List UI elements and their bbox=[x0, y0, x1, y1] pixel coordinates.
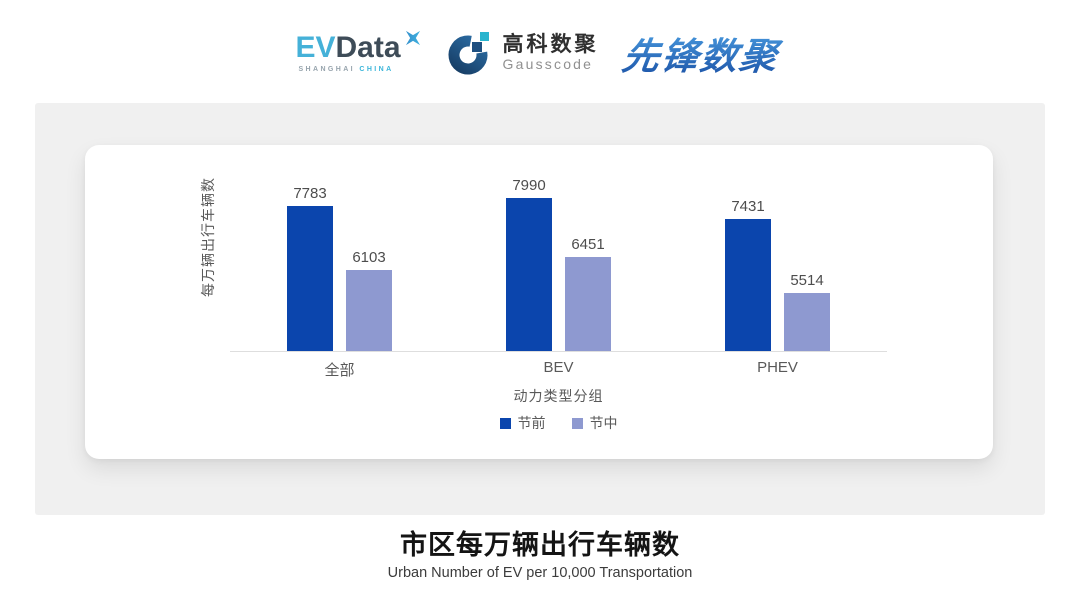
caption-subtitle: Urban Number of EV per 10,000 Transporta… bbox=[387, 565, 693, 582]
bar-value-label: 6451 bbox=[571, 236, 605, 253]
legend-item: 节前 bbox=[499, 415, 546, 431]
y-axis-label: 每万辆出行车辆数 bbox=[200, 177, 216, 297]
gausscode-en-text: Gausscode bbox=[502, 56, 594, 73]
bar bbox=[506, 198, 552, 351]
evdata-tagline-china: CHINA bbox=[359, 66, 394, 73]
bar bbox=[784, 293, 830, 351]
x-tick-label: 全部 bbox=[324, 362, 355, 379]
plot-area: 7783 6103 7990 6451 7431 5514 bbox=[230, 145, 887, 352]
bar-group: 7990 6451 bbox=[449, 145, 668, 351]
evdata-tagline-shanghai: SHANGHAI bbox=[298, 66, 356, 73]
xianfeng-logo: 先锋数聚 bbox=[619, 26, 789, 80]
gausscode-g-mark-icon bbox=[448, 32, 489, 75]
bar bbox=[346, 270, 392, 351]
bar-value-label: 7431 bbox=[731, 198, 765, 215]
header-logos: EV Data SHANGHAI CHINA bbox=[0, 20, 1080, 86]
gausscode-text: 高科数聚 Gausscode bbox=[503, 33, 599, 73]
bar-with-label: 7431 bbox=[725, 199, 771, 351]
bar-with-label: 5514 bbox=[784, 273, 830, 351]
bar-group: 7783 6103 bbox=[230, 145, 449, 351]
bar bbox=[565, 257, 611, 351]
bar-value-label: 7783 bbox=[293, 185, 327, 202]
evdata-spark-icon bbox=[405, 30, 420, 46]
x-axis-label: 动力类型分组 bbox=[513, 388, 604, 404]
evdata-tagline: SHANGHAI CHINA bbox=[295, 66, 422, 73]
legend-swatch-icon bbox=[571, 417, 583, 429]
caption: 市区每万辆出行车辆数 Urban Number of EV per 10,000… bbox=[0, 529, 1080, 581]
legend-label: 节前 bbox=[517, 415, 546, 431]
gausscode-logo: 高科数聚 Gausscode bbox=[447, 29, 599, 77]
bar-value-label: 5514 bbox=[790, 272, 824, 289]
caption-title: 市区每万辆出行车辆数 bbox=[400, 530, 680, 560]
legend-item: 节中 bbox=[571, 415, 618, 431]
bar-value-label: 6103 bbox=[352, 249, 386, 266]
bar bbox=[287, 206, 333, 351]
x-tick-label: BEV bbox=[543, 359, 574, 376]
bar-with-label: 7783 bbox=[287, 186, 333, 351]
bar-value-label: 7990 bbox=[512, 177, 546, 194]
bar-with-label: 6103 bbox=[346, 250, 392, 351]
bar bbox=[725, 219, 771, 351]
legend-label: 节中 bbox=[589, 415, 618, 431]
bar-with-label: 6451 bbox=[565, 237, 611, 351]
gausscode-cn-text: 高科数聚 bbox=[502, 33, 599, 57]
evdata-logo: EV Data SHANGHAI CHINA bbox=[295, 30, 422, 73]
evdata-ev-text: EV bbox=[295, 31, 336, 64]
legend: 节前 节中 bbox=[230, 416, 887, 430]
bar-with-label: 7990 bbox=[506, 178, 552, 351]
x-axis-ticks: 全部 BEV PHEV bbox=[230, 359, 887, 380]
chart-panel: 每万辆出行车辆数 7783 6103 7990 6451 7431 5514 全部 BEV P… bbox=[35, 103, 1045, 515]
chart-card: 每万辆出行车辆数 7783 6103 7990 6451 7431 5514 全部 BEV P… bbox=[85, 145, 993, 459]
x-tick-label: PHEV bbox=[757, 359, 798, 376]
bar-group: 7431 5514 bbox=[668, 145, 887, 351]
evdata-wordmark: EV Data bbox=[295, 30, 422, 64]
evdata-data-text: Data bbox=[335, 31, 401, 64]
legend-swatch-icon bbox=[499, 417, 511, 429]
